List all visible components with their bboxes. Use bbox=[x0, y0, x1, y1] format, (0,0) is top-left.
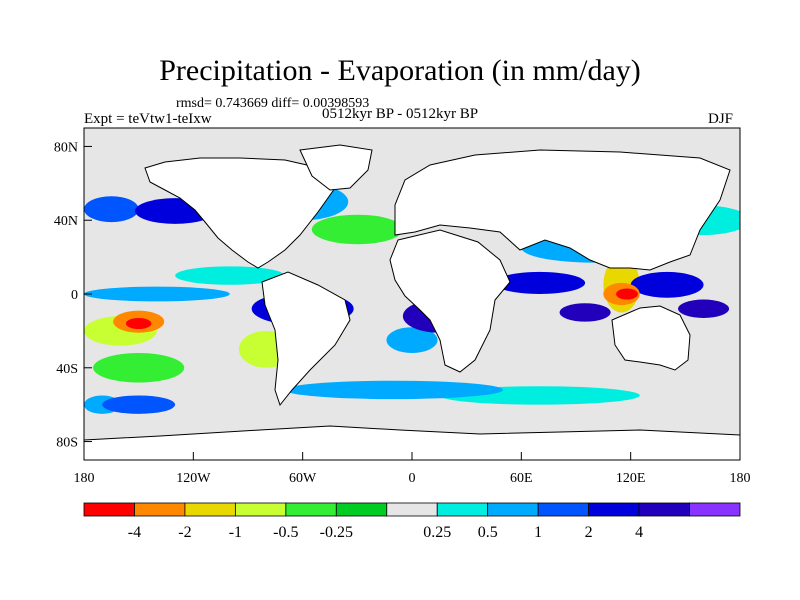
colorbar-swatch bbox=[588, 502, 640, 517]
continents bbox=[84, 144, 740, 460]
colorbar-swatch bbox=[134, 502, 186, 517]
colorbar-label: -4 bbox=[128, 524, 141, 541]
field-region bbox=[102, 395, 176, 414]
colorbar-swatch bbox=[689, 502, 741, 517]
period-text: 0512kyr BP - 0512kyr BP bbox=[322, 106, 479, 122]
x-tick-label: 180 bbox=[730, 471, 751, 486]
chart-title: Precipitation - Evaporation (in mm/day) bbox=[159, 54, 641, 87]
colorbar-swatch bbox=[436, 502, 489, 517]
field-region bbox=[678, 299, 730, 318]
colorbar-label: 4 bbox=[635, 524, 643, 541]
x-tick-label: 120E bbox=[616, 471, 646, 486]
season-text: DJF bbox=[708, 111, 734, 127]
field-region bbox=[386, 327, 438, 354]
colorbar-swatch bbox=[285, 502, 337, 517]
x-tick-label: 0 bbox=[409, 471, 416, 486]
colorbar-label: -1 bbox=[229, 524, 242, 541]
y-tick-label: 40S bbox=[56, 362, 78, 377]
field-region bbox=[284, 380, 504, 400]
africa bbox=[389, 229, 511, 373]
y-tick-label: 80S bbox=[56, 436, 78, 451]
colorbar-swatch bbox=[335, 502, 388, 517]
colorbar: -4 -2 -1 -0.5 -0.25 0.25 0.5 1 2 4 bbox=[83, 502, 741, 541]
colorbar-label: 0.5 bbox=[478, 524, 498, 541]
field-region bbox=[175, 266, 285, 285]
colorbar-swatch bbox=[234, 502, 287, 517]
field-region bbox=[84, 286, 230, 302]
x-tick-label: 120W bbox=[176, 471, 211, 486]
x-tick-label: 180 bbox=[74, 471, 95, 486]
experiment-text: Expt = teVtw1-teIxw bbox=[84, 111, 212, 127]
field-region bbox=[125, 317, 152, 330]
y-tick-label: 80N bbox=[54, 140, 78, 155]
colorbar-swatch bbox=[386, 502, 438, 517]
field-region bbox=[616, 288, 638, 300]
field-region bbox=[84, 196, 139, 223]
field-region bbox=[630, 271, 704, 298]
field-region bbox=[559, 303, 611, 322]
south-america bbox=[261, 271, 351, 407]
field-region bbox=[93, 353, 185, 383]
field-region bbox=[311, 214, 403, 245]
australia bbox=[611, 305, 691, 371]
colorbar-label: -0.25 bbox=[320, 524, 353, 541]
colorbar-label: 2 bbox=[585, 524, 593, 541]
y-tick-label: 40N bbox=[54, 214, 78, 229]
north-america bbox=[144, 157, 336, 269]
colorbar-swatch bbox=[83, 502, 135, 517]
x-tick-label: 60W bbox=[289, 471, 317, 486]
x-tick-label: 60E bbox=[510, 471, 533, 486]
colorbar-swatch bbox=[184, 502, 236, 517]
y-axis: 80N 40N 0 40S 80S bbox=[54, 140, 92, 451]
stats-text: rmsd= 0.743669 diff= 0.00398593 bbox=[176, 96, 370, 111]
field-region bbox=[494, 271, 586, 294]
colorbar-label: 0.25 bbox=[423, 524, 451, 541]
colorbar-swatch bbox=[487, 502, 539, 517]
antarctica bbox=[84, 425, 740, 460]
colorbar-label: 1 bbox=[534, 524, 542, 541]
y-tick-label: 0 bbox=[71, 288, 78, 303]
greenland bbox=[299, 144, 373, 191]
x-axis: 180 120W 60W 0 60E 120E 180 bbox=[74, 452, 751, 486]
colorbar-label: -0.5 bbox=[273, 524, 298, 541]
colorbar-swatch bbox=[537, 502, 590, 517]
colorbar-swatch bbox=[638, 502, 690, 517]
colorbar-label: -2 bbox=[178, 524, 191, 541]
eurasia bbox=[394, 149, 731, 271]
